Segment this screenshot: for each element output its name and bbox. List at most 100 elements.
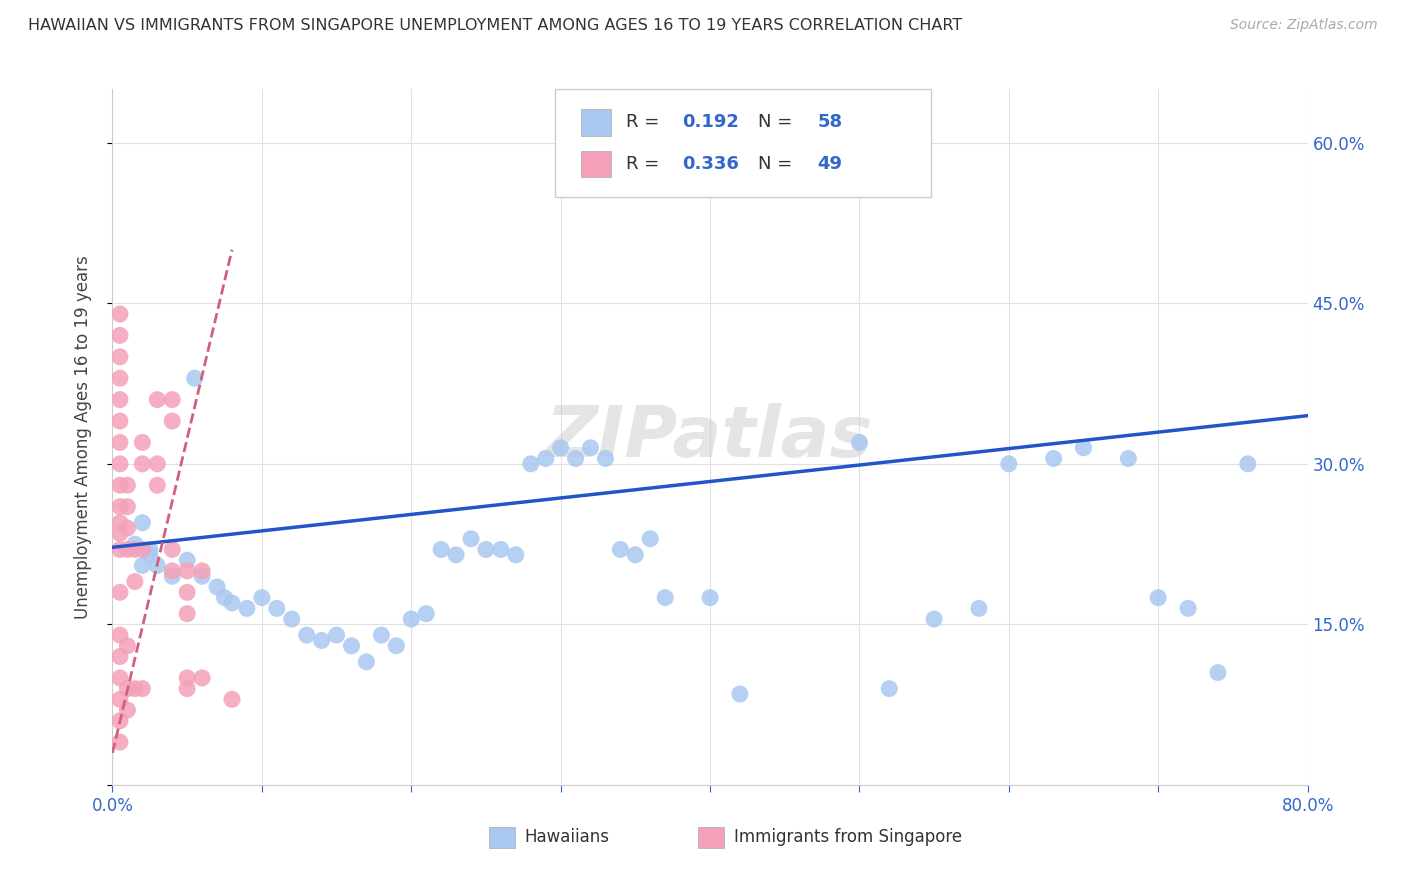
Point (108, 671, 131, 685)
Point (117, 478, 139, 492)
Point (191, 569, 214, 583)
FancyBboxPatch shape (554, 89, 931, 197)
Point (108, 435, 131, 450)
Point (108, 457, 131, 471)
Point (385, 639, 408, 653)
Point (176, 607, 198, 621)
Point (654, 591, 676, 605)
Point (489, 542, 512, 557)
Point (773, 178, 796, 193)
Point (117, 639, 139, 653)
Point (922, 612, 945, 626)
Point (295, 628, 318, 642)
Point (131, 435, 153, 450)
Point (146, 457, 169, 471)
Point (356, 655, 378, 669)
FancyBboxPatch shape (581, 110, 610, 136)
Point (1042, 451, 1064, 466)
Point (564, 451, 586, 466)
Point (108, 307, 131, 321)
Point (176, 553, 198, 567)
Point (108, 500, 131, 514)
Point (818, 162, 841, 177)
Point (108, 735, 131, 749)
Point (117, 521, 139, 535)
Point (162, 569, 183, 583)
Point (221, 692, 243, 706)
Point (415, 607, 437, 621)
Point (108, 692, 131, 706)
Point (146, 558, 169, 573)
Point (609, 542, 631, 557)
Point (624, 548, 647, 562)
Point (108, 649, 131, 664)
Point (124, 542, 146, 557)
Text: 0.336: 0.336 (682, 155, 740, 173)
Point (117, 542, 139, 557)
Point (108, 392, 131, 407)
Text: Hawaiians: Hawaiians (524, 828, 610, 847)
Point (117, 681, 139, 696)
Y-axis label: Unemployment Among Ages 16 to 19 years: Unemployment Among Ages 16 to 19 years (73, 255, 91, 619)
Point (699, 591, 721, 605)
Text: Immigrants from Singapore: Immigrants from Singapore (734, 828, 962, 847)
Text: 0.192: 0.192 (682, 113, 740, 131)
Point (266, 601, 288, 615)
Point (131, 558, 153, 573)
Point (281, 612, 304, 626)
FancyBboxPatch shape (489, 827, 515, 847)
Point (444, 548, 467, 562)
Point (146, 478, 169, 492)
Point (108, 526, 131, 541)
Point (176, 681, 198, 696)
Point (475, 542, 498, 557)
Text: ZIPatlas: ZIPatlas (547, 402, 873, 472)
Point (176, 564, 198, 578)
Point (460, 532, 482, 546)
Point (1177, 601, 1199, 615)
Point (325, 628, 347, 642)
Point (131, 681, 153, 696)
Point (131, 542, 153, 557)
Point (108, 714, 131, 728)
Point (108, 516, 131, 530)
Point (520, 457, 543, 471)
Point (183, 371, 205, 385)
Point (250, 591, 273, 605)
Point (236, 601, 259, 615)
Point (124, 574, 146, 589)
Point (967, 601, 990, 615)
Text: 58: 58 (818, 113, 842, 131)
Text: Source: ZipAtlas.com: Source: ZipAtlas.com (1230, 18, 1378, 32)
Point (1147, 591, 1170, 605)
Point (176, 585, 198, 599)
Text: HAWAIIAN VS IMMIGRANTS FROM SINGAPORE UNEMPLOYMENT AMONG AGES 16 TO 19 YEARS COR: HAWAIIAN VS IMMIGRANTS FROM SINGAPORE UN… (28, 18, 962, 33)
Point (430, 542, 453, 557)
Point (550, 441, 572, 455)
Point (879, 681, 901, 696)
Point (108, 328, 131, 343)
Point (221, 596, 243, 610)
Point (146, 392, 169, 407)
Point (205, 580, 228, 594)
Point (139, 542, 162, 557)
Point (108, 628, 131, 642)
Point (131, 457, 153, 471)
Point (124, 537, 146, 551)
Point (311, 633, 333, 648)
Point (162, 542, 183, 557)
Point (1073, 441, 1095, 455)
Point (108, 585, 131, 599)
Point (139, 548, 162, 562)
Point (214, 591, 236, 605)
Point (1118, 451, 1140, 466)
Point (1237, 457, 1260, 471)
Point (191, 564, 214, 578)
Point (162, 564, 183, 578)
Point (108, 478, 131, 492)
Point (998, 457, 1021, 471)
Point (176, 671, 198, 685)
Point (401, 612, 423, 626)
Point (117, 703, 139, 717)
FancyBboxPatch shape (699, 827, 724, 847)
